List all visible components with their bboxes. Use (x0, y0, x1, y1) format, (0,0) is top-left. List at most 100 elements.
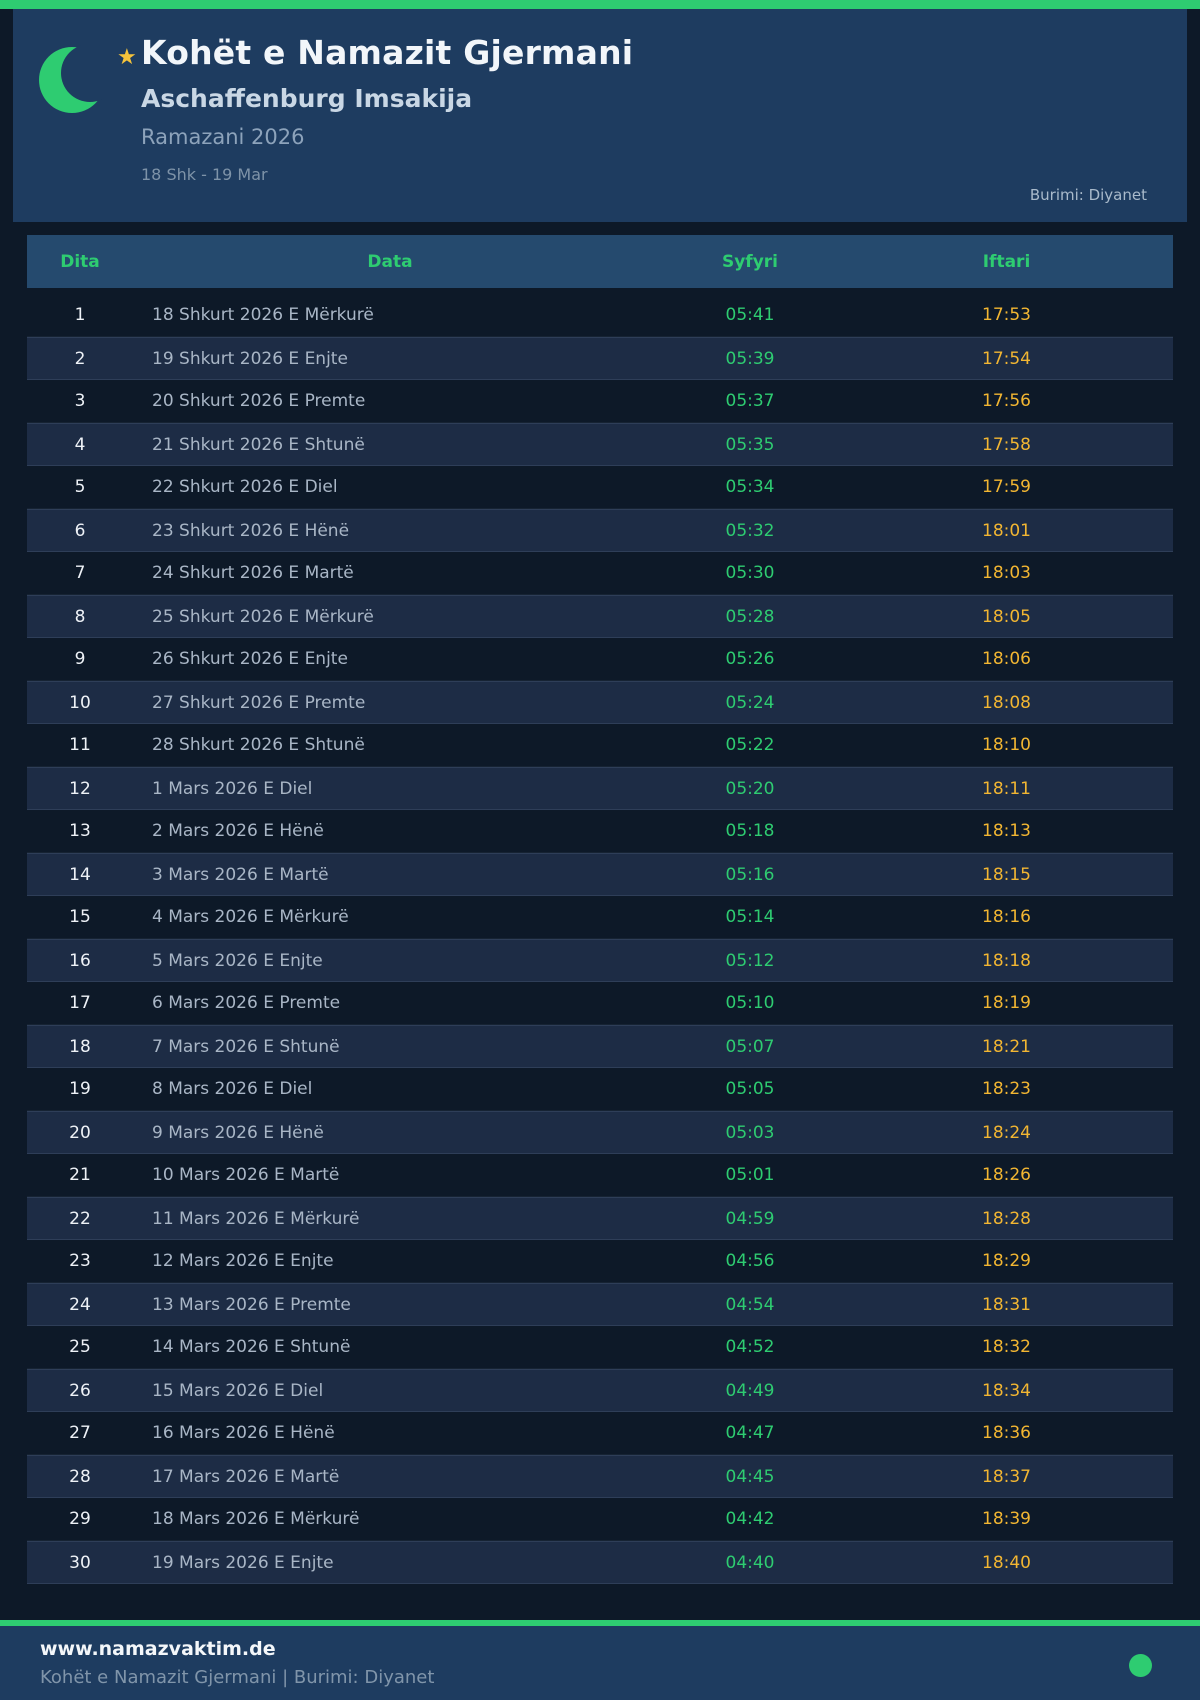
date-range-label: 18 Shk - 19 Mar (141, 165, 268, 184)
source-label: Burimi: Diyanet (1029, 186, 1147, 204)
iftari-time-cell: 18:03 (982, 563, 1031, 583)
date-cell: 1 Mars 2026 E Diel (152, 778, 313, 799)
day-number-cell: 27 (69, 1423, 91, 1443)
table-row: 22 11 Mars 2026 E Mërkurë 04:59 18:28 (27, 1197, 1173, 1240)
iftari-time-cell: 18:37 (982, 1466, 1031, 1487)
date-cell: 11 Mars 2026 E Mërkurë (152, 1208, 360, 1229)
date-cell: 27 Shkurt 2026 E Premte (152, 692, 366, 713)
season-label: Ramazani 2026 (141, 125, 305, 149)
syfyri-time-cell: 05:24 (725, 692, 775, 713)
table-row: 14 3 Mars 2026 E Martë 05:16 18:15 (27, 853, 1173, 896)
day-number-cell: 21 (69, 1165, 91, 1185)
table-row: 4 21 Shkurt 2026 E Shtunë 05:35 17:58 (27, 423, 1173, 466)
syfyri-time-cell: 04:59 (725, 1208, 775, 1229)
syfyri-time-cell: 05:12 (725, 950, 775, 971)
date-cell: 2 Mars 2026 E Hënë (152, 821, 324, 841)
iftari-time-cell: 18:40 (982, 1552, 1031, 1573)
syfyri-time-cell: 05:01 (725, 1165, 775, 1185)
iftari-time-cell: 18:32 (982, 1337, 1031, 1357)
day-number-cell: 18 (69, 1036, 91, 1057)
table-row: 8 25 Shkurt 2026 E Mërkurë 05:28 18:05 (27, 595, 1173, 638)
date-cell: 9 Mars 2026 E Hënë (152, 1122, 324, 1143)
day-number-cell: 23 (69, 1251, 91, 1271)
date-cell: 6 Mars 2026 E Premte (152, 993, 341, 1013)
iftari-time-cell: 18:36 (982, 1423, 1031, 1443)
crescent-shape (39, 44, 119, 113)
syfyri-time-cell: 05:10 (725, 993, 775, 1013)
day-number-cell: 22 (69, 1208, 91, 1229)
table-row: 29 18 Mars 2026 E Mërkurë 04:42 18:39 (27, 1498, 1173, 1541)
iftari-time-cell: 18:11 (982, 778, 1031, 799)
day-number-cell: 3 (74, 391, 86, 411)
day-number-cell: 29 (69, 1509, 91, 1529)
iftari-time-cell: 18:26 (982, 1165, 1031, 1185)
date-cell: 24 Shkurt 2026 E Martë (152, 563, 354, 583)
column-header-dita: Dita (60, 251, 100, 272)
date-cell: 16 Mars 2026 E Hënë (152, 1423, 335, 1443)
iftari-time-cell: 18:08 (982, 692, 1031, 713)
footer-url: www.namazvaktim.de (40, 1638, 276, 1660)
iftari-time-cell: 18:10 (982, 735, 1031, 755)
date-cell: 10 Mars 2026 E Martë (152, 1165, 340, 1185)
page-title: Kohët e Namazit Gjermani (141, 33, 634, 72)
footer-spacer (0, 1584, 1200, 1620)
syfyri-time-cell: 05:16 (725, 864, 775, 885)
syfyri-time-cell: 04:40 (725, 1552, 775, 1573)
prayer-times-table: Dita Data Syfyri Iftari 1 18 Shkurt 2026… (27, 235, 1173, 1584)
day-number-cell: 4 (74, 434, 86, 455)
syfyri-time-cell: 05:07 (725, 1036, 775, 1057)
table-row: 12 1 Mars 2026 E Diel 05:20 18:11 (27, 767, 1173, 810)
iftari-time-cell: 18:19 (982, 993, 1031, 1013)
top-accent-bar (0, 0, 1200, 9)
iftari-time-cell: 18:18 (982, 950, 1031, 971)
iftari-time-cell: 18:13 (982, 821, 1031, 841)
iftari-time-cell: 18:23 (982, 1079, 1031, 1099)
iftari-time-cell: 18:31 (982, 1294, 1031, 1315)
day-number-cell: 20 (69, 1122, 91, 1143)
iftari-time-cell: 18:28 (982, 1208, 1031, 1229)
table-row: 19 8 Mars 2026 E Diel 05:05 18:23 (27, 1068, 1173, 1111)
date-cell: 18 Shkurt 2026 E Mërkurë (152, 305, 374, 325)
table-row: 27 16 Mars 2026 E Hënë 04:47 18:36 (27, 1412, 1173, 1455)
table-row: 9 26 Shkurt 2026 E Enjte 05:26 18:06 (27, 638, 1173, 681)
date-cell: 5 Mars 2026 E Enjte (152, 950, 323, 971)
syfyri-time-cell: 05:41 (725, 305, 775, 325)
page-footer: www.namazvaktim.de Kohët e Namazit Gjerm… (0, 1626, 1200, 1700)
iftari-time-cell: 18:06 (982, 649, 1031, 669)
footer-accent-bar (0, 1620, 1200, 1626)
table-header-row: Dita Data Syfyri Iftari (27, 235, 1173, 288)
date-cell: 7 Mars 2026 E Shtunë (152, 1036, 340, 1057)
date-cell: 25 Shkurt 2026 E Mërkurë (152, 606, 374, 627)
date-cell: 3 Mars 2026 E Martë (152, 864, 329, 885)
date-cell: 18 Mars 2026 E Mërkurë (152, 1509, 360, 1529)
day-number-cell: 8 (74, 606, 86, 627)
iftari-time-cell: 18:21 (982, 1036, 1031, 1057)
date-cell: 19 Mars 2026 E Enjte (152, 1552, 334, 1573)
iftari-time-cell: 17:59 (982, 477, 1031, 497)
iftari-time-cell: 18:34 (982, 1380, 1031, 1401)
table-row: 2 19 Shkurt 2026 E Enjte 05:39 17:54 (27, 337, 1173, 380)
day-number-cell: 2 (74, 348, 86, 369)
table-row: 25 14 Mars 2026 E Shtunë 04:52 18:32 (27, 1326, 1173, 1369)
column-header-data: Data (367, 251, 413, 272)
syfyri-time-cell: 05:03 (725, 1122, 775, 1143)
iftari-time-cell: 17:58 (982, 434, 1031, 455)
table-row: 28 17 Mars 2026 E Martë 04:45 18:37 (27, 1455, 1173, 1498)
page-subtitle: Aschaffenburg Imsakija (141, 84, 473, 113)
iftari-time-cell: 18:01 (982, 520, 1031, 541)
table-row: 17 6 Mars 2026 E Premte 05:10 18:19 (27, 982, 1173, 1025)
day-number-cell: 19 (69, 1079, 91, 1099)
iftari-time-cell: 17:54 (982, 348, 1031, 369)
table-row: 10 27 Shkurt 2026 E Premte 05:24 18:08 (27, 681, 1173, 724)
syfyri-time-cell: 05:32 (725, 520, 775, 541)
iftari-time-cell: 18:29 (982, 1251, 1031, 1271)
iftari-time-cell: 18:39 (982, 1509, 1031, 1529)
table-body: 1 18 Shkurt 2026 E Mërkurë 05:41 17:53 2… (27, 294, 1173, 1584)
day-number-cell: 5 (74, 477, 86, 497)
day-number-cell: 12 (69, 778, 91, 799)
day-number-cell: 16 (69, 950, 91, 971)
syfyri-time-cell: 05:22 (725, 735, 775, 755)
syfyri-time-cell: 05:39 (725, 348, 775, 369)
table-row: 5 22 Shkurt 2026 E Diel 05:34 17:59 (27, 466, 1173, 509)
iftari-time-cell: 18:15 (982, 864, 1031, 885)
